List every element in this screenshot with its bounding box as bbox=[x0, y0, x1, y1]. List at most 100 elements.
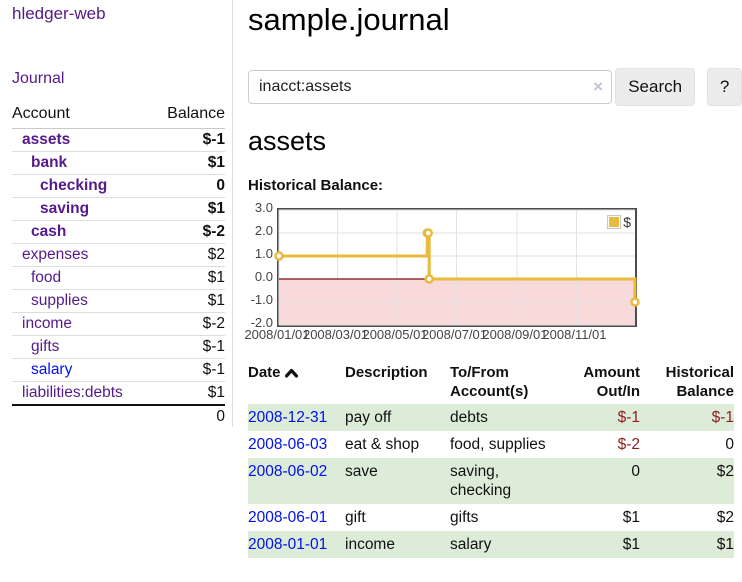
account-row: checking 0 bbox=[12, 174, 225, 198]
transaction-description: pay off bbox=[345, 404, 450, 431]
accounts-header-balance: Balance bbox=[151, 103, 225, 129]
account-link-income[interactable]: income bbox=[22, 315, 72, 332]
transaction-balance: $1 bbox=[640, 531, 734, 558]
account-link-gifts[interactable]: gifts bbox=[31, 338, 60, 355]
register-row: 2008-06-02 save saving, checking 0 $2 bbox=[248, 458, 734, 504]
transaction-amount: $-1 bbox=[562, 404, 640, 431]
account-row: assets $-1 bbox=[12, 129, 225, 152]
nav-journal-link[interactable]: Journal bbox=[12, 70, 65, 87]
account-balance: 0 bbox=[151, 174, 225, 198]
account-balance: $-1 bbox=[151, 335, 225, 359]
accounts-header-account: Account bbox=[12, 103, 152, 129]
y-tick-label: 0.0 bbox=[254, 269, 273, 284]
account-row: saving $1 bbox=[12, 197, 225, 221]
register-row: 2008-06-03 eat & shop food, supplies $-2 0 bbox=[248, 431, 734, 458]
accounts-table: Account Balance assets $-1 bank $1 checking 0… bbox=[12, 103, 225, 428]
account-row: income $-2 bbox=[12, 312, 225, 336]
transaction-accounts: saving, checking bbox=[450, 458, 562, 504]
sidebar: hledger-web Journal Account Balance asse… bbox=[0, 0, 232, 428]
account-row: food $1 bbox=[12, 266, 225, 290]
transaction-accounts: salary bbox=[450, 531, 562, 558]
register-row: 2008-12-31 pay off debts $-1 $-1 bbox=[248, 404, 734, 431]
search-input[interactable] bbox=[248, 70, 612, 104]
historical-balance-chart: 3.0 2.0 1.0 0.0 -1.0 -2.0 $ 2008/01/01 2008/03… bbox=[244, 200, 742, 345]
account-balance: $-2 bbox=[151, 312, 225, 336]
y-tick-label: -2.0 bbox=[250, 315, 273, 330]
transaction-date-link[interactable]: 2008-06-02 bbox=[248, 463, 328, 480]
clear-search-icon[interactable]: × bbox=[593, 77, 603, 96]
accounts-total-row: 0 bbox=[12, 404, 225, 428]
transaction-accounts: debts bbox=[450, 404, 562, 431]
account-row: supplies $1 bbox=[12, 289, 225, 313]
main-content: sample.journal × Search ? assets Histori… bbox=[244, 0, 742, 582]
sidebar-divider bbox=[232, 0, 233, 427]
register-row: 2008-06-01 gift gifts $1 $2 bbox=[248, 504, 734, 531]
x-tick-label: 2008/05/01 bbox=[362, 327, 428, 342]
x-tick-label: 2008/09/01 bbox=[482, 327, 548, 342]
account-balance: $1 bbox=[151, 381, 225, 405]
account-link-expenses[interactable]: expenses bbox=[22, 246, 89, 263]
register-header-description: Description bbox=[345, 364, 428, 381]
legend-color-swatch bbox=[607, 215, 622, 229]
y-tick-label: 1.0 bbox=[254, 246, 273, 261]
account-link-cash[interactable]: cash bbox=[31, 223, 67, 240]
account-balance: $1 bbox=[151, 266, 225, 290]
transaction-date-link[interactable]: 2008-12-31 bbox=[248, 409, 328, 426]
transaction-balance: $2 bbox=[716, 509, 734, 526]
account-link-saving[interactable]: saving bbox=[40, 200, 90, 217]
account-link-bank[interactable]: bank bbox=[31, 154, 68, 171]
transaction-date-link[interactable]: 2008-06-03 bbox=[248, 436, 328, 453]
transaction-description: gift bbox=[345, 509, 366, 526]
transaction-accounts: gifts bbox=[450, 509, 479, 526]
y-tick-label: 2.0 bbox=[254, 223, 273, 238]
account-link-salary[interactable]: salary bbox=[31, 361, 73, 378]
page-title: sample.journal bbox=[248, 2, 450, 37]
transaction-date-link[interactable]: 2008-06-01 bbox=[248, 509, 328, 526]
app-title-link[interactable]: hledger-web bbox=[12, 4, 106, 23]
y-tick-label: -1.0 bbox=[250, 292, 273, 307]
x-tick-label: 2008/01/01 bbox=[244, 327, 310, 342]
account-balance: $-2 bbox=[151, 220, 225, 244]
account-link-liabilities-debts[interactable]: liabilities:debts bbox=[22, 384, 123, 401]
register-header-accounts: To/From Account(s) bbox=[450, 364, 529, 400]
transaction-balance: 0 bbox=[725, 436, 734, 453]
search-button[interactable]: Search bbox=[615, 68, 696, 106]
sort-ascending-icon bbox=[284, 364, 298, 383]
x-tick-label: 2008/03/01 bbox=[302, 327, 369, 342]
x-tick-label: 2008/11/01 bbox=[542, 327, 607, 342]
register-header-row: Date Description To/From Account(s) Amou… bbox=[248, 360, 734, 404]
y-tick-label: 3.0 bbox=[254, 200, 273, 215]
account-row: bank $1 bbox=[12, 151, 225, 175]
transaction-amount: $-2 bbox=[617, 436, 640, 453]
register-row: 2008-01-01 income salary $1 $1 bbox=[248, 531, 734, 558]
transaction-accounts: food, supplies bbox=[450, 436, 546, 453]
account-balance: $2 bbox=[151, 243, 225, 267]
search-form: × Search ? bbox=[248, 68, 742, 106]
account-row: cash $-2 bbox=[12, 220, 225, 244]
account-row: liabilities:debts $1 bbox=[12, 381, 225, 405]
register-header-balance: Historical Balance bbox=[665, 364, 734, 400]
account-link-checking[interactable]: checking bbox=[40, 177, 108, 194]
transaction-amount: 0 bbox=[562, 458, 640, 504]
transaction-description: income bbox=[345, 531, 450, 558]
transaction-description: eat & shop bbox=[345, 436, 420, 453]
transaction-balance: $2 bbox=[640, 458, 734, 504]
account-row: expenses $2 bbox=[12, 243, 225, 267]
account-heading: assets bbox=[248, 126, 327, 156]
transaction-date-link[interactable]: 2008-01-01 bbox=[248, 536, 328, 553]
account-balance: $1 bbox=[151, 151, 225, 175]
account-link-food[interactable]: food bbox=[31, 269, 62, 286]
accounts-total-value: 0 bbox=[151, 404, 225, 428]
chart-title: Historical Balance: bbox=[248, 177, 384, 194]
transaction-balance: $-1 bbox=[640, 404, 734, 431]
account-link-assets[interactable]: assets bbox=[22, 131, 71, 148]
account-balance: $-1 bbox=[202, 131, 225, 148]
chart-plot-area: $ bbox=[274, 208, 640, 327]
account-link-supplies[interactable]: supplies bbox=[31, 292, 88, 309]
account-row: salary $-1 bbox=[12, 358, 225, 382]
register-table: Date Description To/From Account(s) Amou… bbox=[248, 360, 734, 558]
account-balance: $1 bbox=[151, 197, 225, 221]
register-header-date[interactable]: Date bbox=[248, 360, 345, 404]
help-button[interactable]: ? bbox=[707, 68, 742, 106]
x-tick-label: 2008/07/01 bbox=[421, 327, 488, 342]
